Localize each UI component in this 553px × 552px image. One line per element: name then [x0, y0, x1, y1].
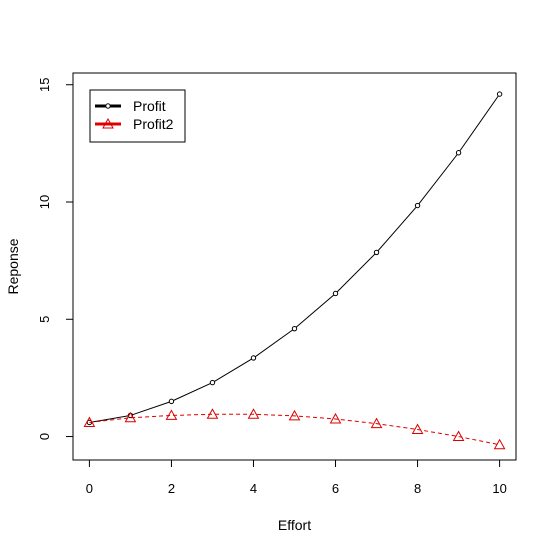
data-point-profit2 — [247, 408, 260, 419]
y-tick-label: 5 — [37, 316, 52, 323]
data-point-profit — [168, 398, 175, 405]
data-point-profit2 — [124, 411, 137, 423]
x-tick-label: 6 — [332, 481, 339, 496]
data-point-profit — [332, 290, 339, 297]
data-point-profit2 — [206, 408, 219, 419]
series-line-profit2 — [89, 413, 500, 446]
legend-label-profit: Profit — [133, 98, 166, 114]
series-line-profit — [89, 93, 501, 423]
data-point-profit2 — [493, 438, 506, 450]
data-point-profit2 — [452, 430, 465, 442]
x-tick-label: 10 — [492, 481, 506, 496]
x-tick-label: 8 — [414, 481, 421, 496]
x-tick-label: 2 — [168, 481, 175, 496]
y-tick-label: 15 — [37, 77, 52, 91]
data-point-profit2 — [83, 416, 96, 427]
x-tick-label: 0 — [86, 481, 93, 496]
data-point-profit — [291, 325, 298, 332]
data-point-profit2 — [288, 409, 301, 421]
data-point-profit2 — [165, 409, 178, 420]
y-axis: 0 5 10 15 — [37, 77, 74, 440]
data-point-profit2 — [329, 412, 342, 424]
series-layer — [83, 91, 506, 450]
data-point-profit — [496, 91, 503, 97]
legend-box — [89, 89, 186, 143]
data-point-profit — [455, 150, 462, 156]
legend-label-profit2: Profit2 — [133, 116, 174, 132]
legend-marker-profit2 — [102, 117, 114, 129]
y-axis-title: Reponse — [5, 238, 21, 294]
y-tick-label: 0 — [37, 433, 52, 440]
x-axis: 0 2 4 6 8 10 — [86, 459, 507, 496]
x-axis-title: Effort — [278, 517, 311, 533]
legend: Profit Profit2 — [89, 89, 186, 143]
data-point-profit — [373, 249, 380, 256]
y-tick-label: 10 — [37, 195, 52, 209]
data-point-profit2 — [411, 423, 424, 435]
legend-marker-profit — [105, 103, 111, 109]
x-tick-label: 4 — [250, 481, 257, 496]
data-point-profit — [414, 202, 421, 209]
data-point-profit — [209, 379, 216, 386]
data-point-profit2 — [370, 417, 383, 429]
data-point-profit — [250, 355, 257, 361]
